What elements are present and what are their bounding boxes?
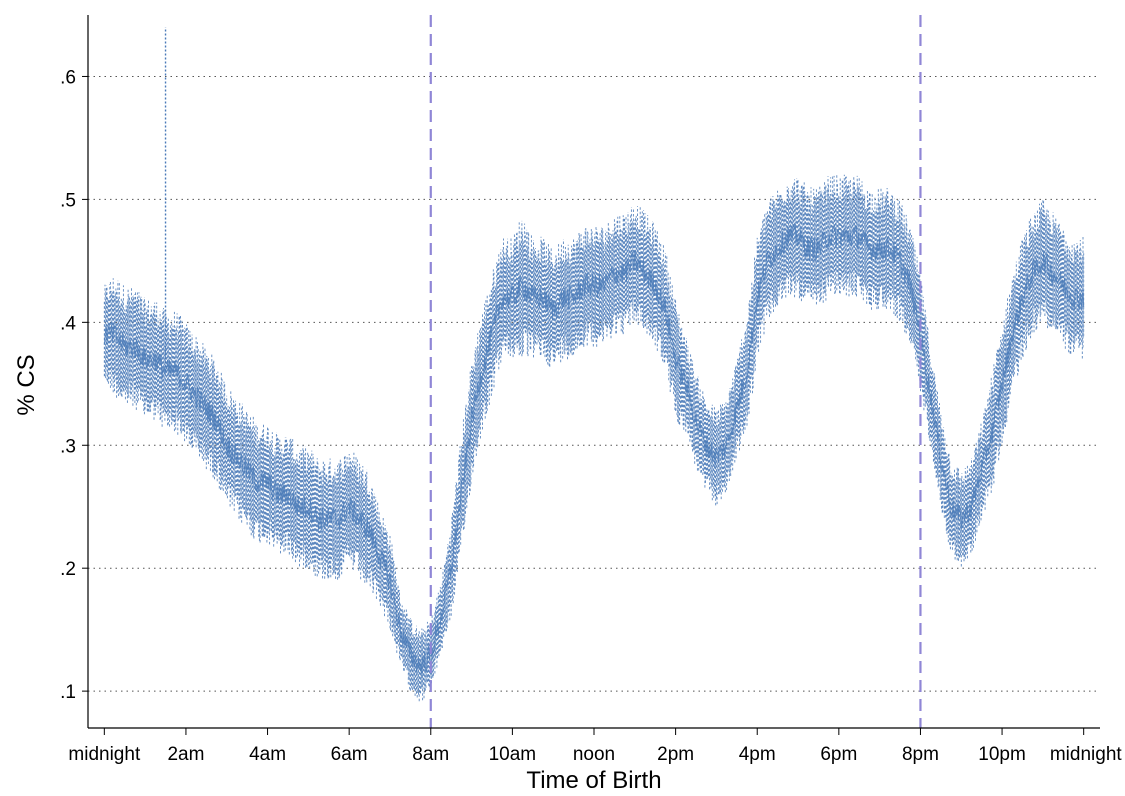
x-tick-label-9: 6pm xyxy=(820,744,857,765)
x-tick-label-3: 6am xyxy=(331,744,368,765)
x-tick-label-7: 2pm xyxy=(657,744,694,765)
x-tick-label-6: noon xyxy=(573,744,615,765)
x-tick-label-2: 4am xyxy=(249,744,286,765)
x-tick-label-12: midnight xyxy=(1050,744,1123,765)
y-tick-label-1: .2 xyxy=(60,559,76,580)
reference-lines xyxy=(429,15,922,728)
y-tick-label-5: .6 xyxy=(60,67,76,88)
y-tick-label-4: .5 xyxy=(60,190,76,211)
axes: .1 .2 .3 .4 .5 .6 midnight 2am 4am 6am 8am 10am noon… xyxy=(60,15,1122,765)
x-tick-label-0: midnight xyxy=(68,744,141,765)
x-tick-label-8: 4pm xyxy=(739,744,776,765)
series-0 xyxy=(103,27,1085,702)
x-tick-label-10: 8pm xyxy=(902,744,939,765)
x-tick-label-4: 8am xyxy=(412,744,449,765)
y-axis-title: % CS xyxy=(13,354,40,415)
series-0-band xyxy=(103,174,1085,702)
x-axis-title: Time of Birth xyxy=(526,767,661,794)
y-tick-label-0: .1 xyxy=(60,682,76,703)
x-tick-label-1: 2am xyxy=(167,744,204,765)
x-tick-label-5: 10am xyxy=(489,744,537,765)
grid-layer xyxy=(88,75,1100,692)
y-tick-label-2: .3 xyxy=(60,436,76,457)
y-tick-label-3: .4 xyxy=(60,313,76,334)
x-tick-label-11: 10pm xyxy=(978,744,1026,765)
series-layer xyxy=(103,27,1085,702)
